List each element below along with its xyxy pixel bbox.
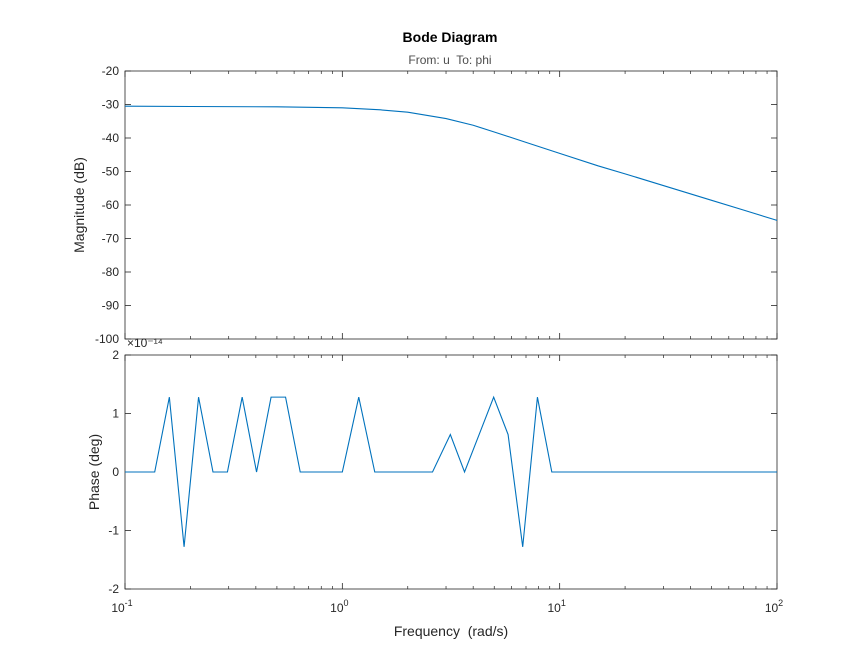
chart-subtitle: From: u To: phi — [408, 53, 491, 67]
x-tick-label: 102 — [765, 598, 783, 615]
phase-y-label: Phase (deg) — [86, 434, 102, 510]
magnitude-axes-box — [124, 70, 778, 340]
magnitude-series-line — [124, 105, 778, 221]
chart-title: Bode Diagram — [403, 29, 498, 45]
phase-series-line — [125, 395, 777, 547]
y-tick-label: -2 — [108, 582, 119, 596]
y-tick-label: -100 — [95, 332, 119, 346]
y-tick-label: -30 — [102, 98, 120, 112]
x-tick-label: 10-1 — [111, 598, 132, 615]
y-tick-label: 0 — [112, 465, 119, 479]
y-tick-label: -1 — [108, 524, 119, 538]
y-tick-label: 2 — [112, 348, 119, 362]
y-tick-label: -70 — [102, 232, 120, 246]
y-tick-label: -80 — [102, 265, 120, 279]
y-tick-label: -60 — [102, 198, 120, 212]
y-tick-label: -50 — [102, 165, 120, 179]
y-tick-label: -90 — [102, 299, 120, 313]
y-tick-label: -20 — [102, 64, 120, 78]
y-tick-label: 1 — [112, 407, 119, 421]
y-exponent-label: ×10⁻¹⁴ — [127, 336, 163, 350]
magnitude-y-label: Magnitude (dB) — [71, 157, 87, 253]
magnitude-panel: -20 -30 -40 -50 -60 -70 -80 -90 -100 Magnitude (d… — [71, 64, 778, 346]
x-axis-label: Frequency (rad/s) — [394, 623, 508, 639]
x-tick-label: 101 — [547, 598, 565, 615]
x-tick-label: 100 — [330, 598, 348, 615]
y-tick-label: -40 — [102, 131, 120, 145]
